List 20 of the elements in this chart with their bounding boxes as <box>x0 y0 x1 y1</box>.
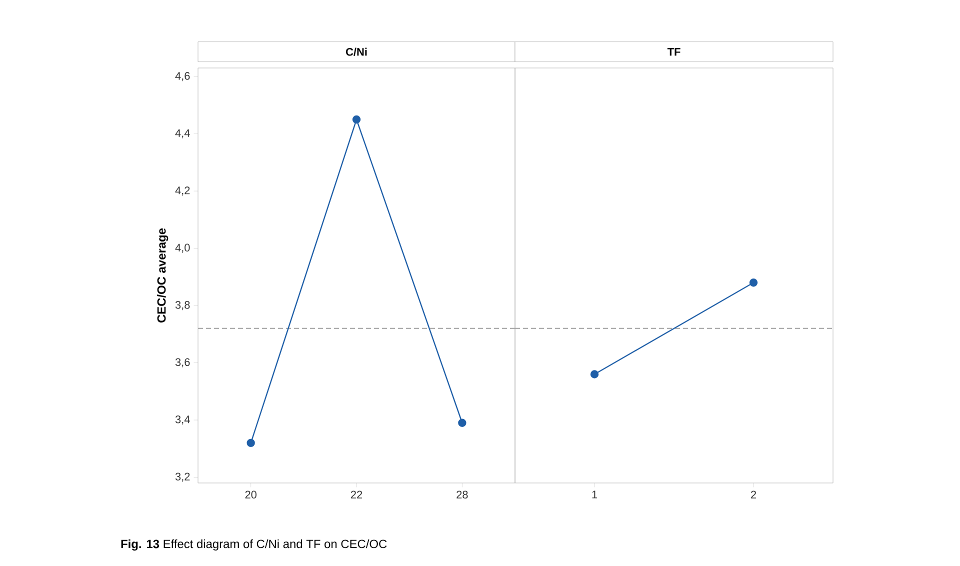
y-tick-label: 4,4 <box>175 129 190 138</box>
y-axis-title: CEC/OC average <box>156 228 168 323</box>
y-tick-label: 4,6 <box>175 72 190 82</box>
y-tick-label: 3,8 <box>175 301 190 310</box>
y-tick-label: 3,2 <box>175 472 190 482</box>
x-tick-label: 1 <box>592 490 598 498</box>
x-tick-label: 20 <box>245 490 256 499</box>
text: Fig. 13 Effect diagram of C/Ni and TF on CEC/OC <box>121 539 387 551</box>
y-tick-label: 4,2 <box>175 186 190 196</box>
x-tick-label: 2 <box>751 490 756 498</box>
y-tick-label: 4,0 <box>175 244 190 253</box>
point <box>458 418 466 427</box>
x-tick-label: 22 <box>350 490 362 498</box>
chart-title: TF <box>667 48 680 56</box>
x-tick-label: 28 <box>456 490 468 499</box>
y-tick-label: 3,6 <box>175 358 190 368</box>
point <box>246 438 255 448</box>
y-tick-label: 3,4 <box>175 416 190 425</box>
chart-title: C/Ni <box>346 48 367 56</box>
point <box>352 115 361 124</box>
